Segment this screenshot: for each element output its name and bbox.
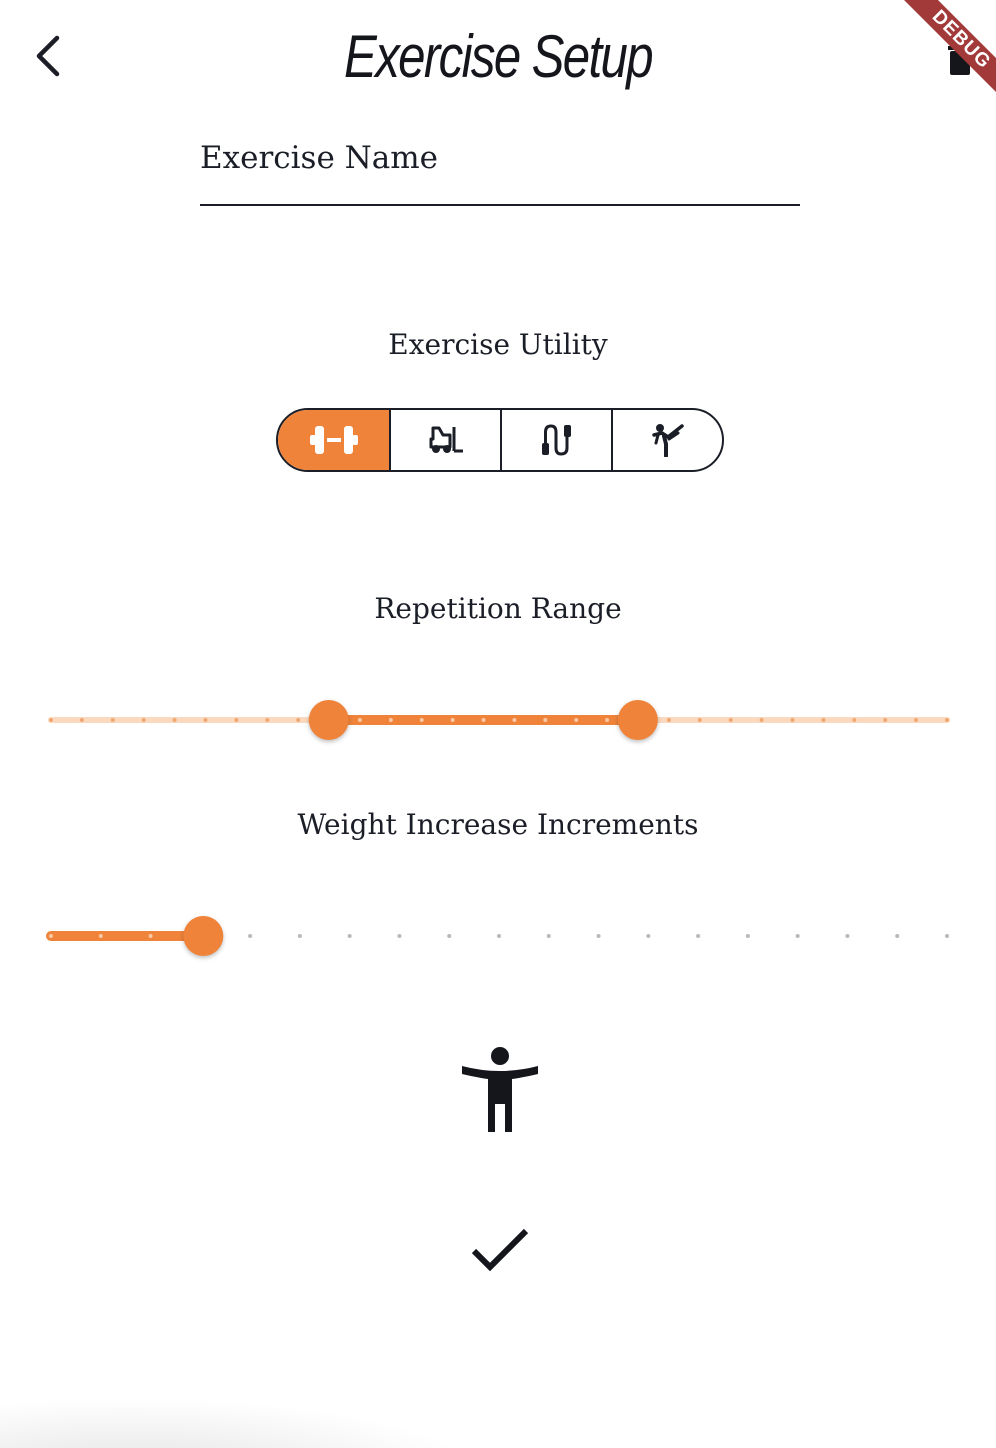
slider-tick [697,718,702,722]
slider-tick [543,718,548,722]
bottom-shadow [0,1358,996,1448]
slider-tick [945,718,949,722]
dumbbell-icon [309,426,358,454]
utility-option-dumbbell[interactable] [278,410,389,470]
slider-tick [795,934,800,938]
repetition-range-slider[interactable] [0,690,996,750]
back-button[interactable] [26,32,70,80]
slider-tick [852,718,857,722]
checkmark-icon [471,1228,529,1272]
slider-tick [49,718,53,722]
slider-tick [574,718,579,722]
slider-tick [234,718,239,722]
slider-tick [49,934,53,938]
range-start-thumb[interactable] [308,700,349,740]
slider-tick [790,718,795,722]
slider-tick [265,718,270,722]
slider-tick [646,934,651,938]
slider-tick [203,718,208,722]
exercise-name-input[interactable] [200,130,800,206]
slider-tick [172,718,177,722]
slider-tick [696,934,701,938]
slider-tick [883,718,888,722]
slider-tick [347,934,352,938]
slider-tick [110,718,115,722]
utility-option-forklift[interactable] [389,410,500,470]
slider-tick [248,934,253,938]
slider-tick [512,718,517,722]
slider-tick [141,718,146,722]
slider-tick [821,718,826,722]
jump-rope-icon [541,424,571,456]
range-end-thumb[interactable] [617,700,658,740]
confirm-button[interactable] [460,1216,540,1286]
weight-increments-slider[interactable] [0,906,996,966]
slider-tick [397,934,402,938]
slider-tick [895,934,900,938]
slider-tick [296,718,301,722]
slider-tick [845,934,850,938]
slider-tick [388,718,393,722]
slider-tick [596,934,601,938]
slider-tick [546,934,551,938]
utility-option-jump-rope[interactable] [500,410,611,470]
chevron-left-icon [36,35,60,77]
weight-increments-label: Weight Increase Increments [297,808,699,841]
slider-tick [357,718,362,722]
slider-tick [605,718,610,722]
accessibility-person-icon [462,1047,538,1132]
slider-tick [666,718,671,722]
repetition-range-label: Repetition Range [374,592,622,625]
weight-increment-thumb[interactable] [183,916,224,956]
slider-tick [914,718,919,722]
slider-tick [447,934,452,938]
slider-tick [728,718,733,722]
slider-tick [297,934,302,938]
martial-arts-kick-icon [651,424,684,457]
slider-tick [148,934,153,938]
forklift-icon [429,426,463,453]
slider-tick [759,718,764,722]
slider-tick [419,718,424,722]
slider-tick [945,934,949,938]
slider-tick [450,718,455,722]
exercise-utility-selector [276,408,724,472]
exercise-utility-label: Exercise Utility [388,328,608,361]
slider-tick [745,934,750,938]
slider-tick [79,718,84,722]
slider-tick [98,934,103,938]
page-title: Exercise Setup [344,23,654,90]
slider-tick [481,718,486,722]
utility-option-martial-arts[interactable] [611,410,722,470]
slider-tick [497,934,501,938]
